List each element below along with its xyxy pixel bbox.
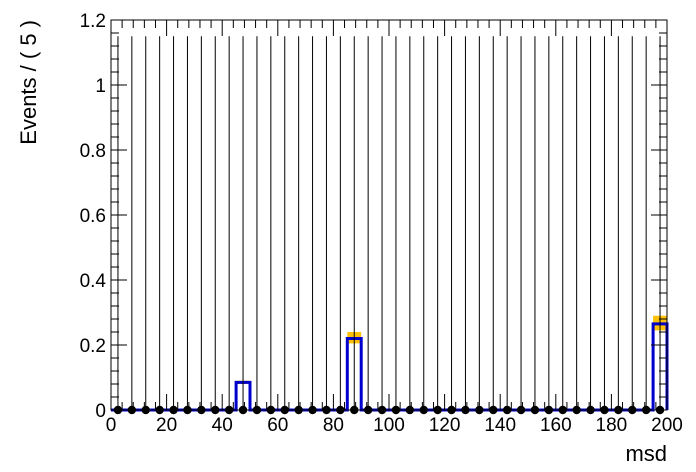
error-bar-layer [113,36,665,411]
x-tick-label: 180 [596,415,628,436]
y-tick-label: 1 [95,76,106,97]
model-histogram-layer [111,322,669,412]
x-tick-label: 100 [373,415,405,436]
x-tick-label: 120 [429,415,461,436]
x-tick-label: 140 [484,415,516,436]
y-tick-label: 0.2 [80,336,106,357]
x-tick-label: 20 [156,415,177,436]
axis-ticks-layer [110,19,668,411]
y-tick-label: 0.4 [80,271,107,292]
y-tick-label: 0.6 [80,206,106,227]
x-tick-label: 60 [267,415,288,436]
y-axis-title: Events / ( 5 ) [16,20,41,145]
x-tick-label: 0 [106,415,117,436]
model-histogram-line [111,322,669,412]
x-tick-label: 160 [540,415,572,436]
x-tick-label: 200 [651,415,683,436]
y-tick-label: 0 [95,401,106,422]
x-axis-title: msd [625,441,667,466]
y-tick-label: 0.8 [80,141,106,162]
x-tick-label: 80 [323,415,344,436]
tick-labels-layer: 0 20 40 60 80 100 120 140 160 180 200 0 0.2 0.4 0.6 0.8… [80,11,683,436]
x-tick-label: 40 [212,415,233,436]
y-tick-label: 1.2 [80,11,106,32]
